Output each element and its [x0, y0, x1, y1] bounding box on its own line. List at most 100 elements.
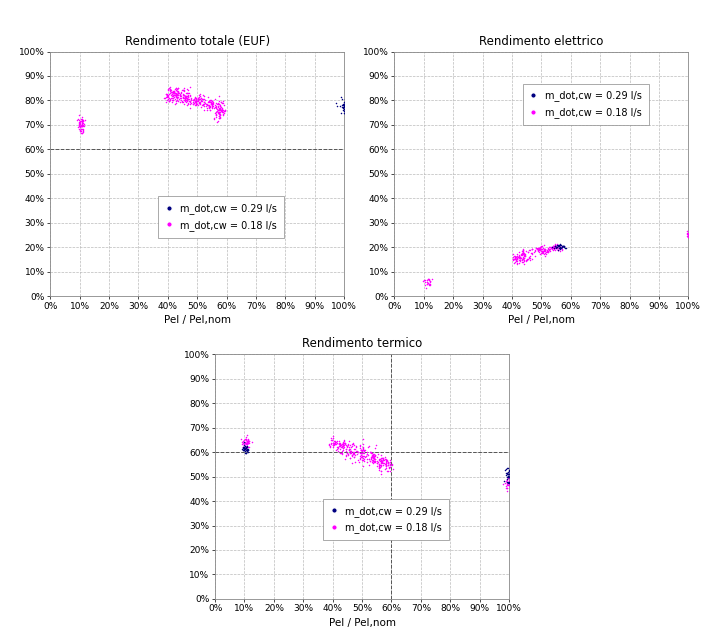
- Point: [76, 118, 87, 128]
- Point: [341, 441, 353, 451]
- Point: [327, 442, 338, 452]
- Point: [520, 251, 531, 261]
- Point: [171, 89, 183, 99]
- Point: [196, 95, 207, 105]
- Point: [182, 88, 194, 98]
- Point: [550, 240, 561, 251]
- Point: [337, 99, 348, 109]
- Point: [168, 88, 180, 99]
- Point: [241, 437, 252, 447]
- Point: [205, 99, 217, 109]
- Point: [212, 116, 224, 126]
- Point: [217, 105, 228, 115]
- Point: [214, 113, 225, 123]
- Point: [242, 435, 254, 446]
- Point: [539, 245, 551, 256]
- Point: [549, 241, 561, 251]
- Point: [371, 459, 383, 469]
- Point: [170, 83, 181, 93]
- Point: [384, 466, 396, 477]
- Point: [75, 128, 87, 138]
- Point: [358, 453, 369, 463]
- Point: [196, 102, 207, 112]
- Point: [368, 454, 379, 464]
- Point: [499, 478, 511, 488]
- Point: [554, 242, 565, 252]
- Point: [239, 444, 250, 455]
- Point: [418, 274, 429, 285]
- Point: [170, 90, 181, 100]
- Point: [214, 100, 226, 110]
- Point: [216, 99, 227, 109]
- Point: [554, 243, 566, 253]
- Point: [537, 243, 549, 254]
- Point: [196, 93, 207, 104]
- Point: [161, 89, 172, 99]
- Point: [681, 229, 693, 239]
- Point: [210, 108, 222, 118]
- Point: [177, 91, 189, 102]
- Point: [683, 232, 695, 242]
- Point: [240, 439, 252, 449]
- Point: [75, 121, 86, 131]
- Point: [506, 477, 518, 488]
- Point: [214, 111, 225, 121]
- Point: [185, 98, 196, 108]
- Point: [536, 246, 548, 256]
- Point: [160, 93, 171, 103]
- Point: [363, 442, 374, 452]
- Point: [368, 451, 379, 462]
- X-axis label: Pel / Pel,nom: Pel / Pel,nom: [508, 315, 575, 325]
- Point: [329, 437, 341, 448]
- Point: [535, 245, 546, 256]
- Point: [542, 246, 554, 256]
- Point: [240, 432, 252, 442]
- Point: [367, 451, 379, 462]
- Point: [214, 112, 226, 122]
- Point: [179, 91, 191, 102]
- Point: [333, 439, 344, 449]
- Point: [190, 94, 201, 104]
- Point: [237, 445, 249, 455]
- Point: [239, 442, 251, 452]
- Point: [354, 439, 366, 450]
- Point: [551, 240, 563, 251]
- Point: [240, 437, 252, 448]
- Point: [340, 454, 351, 464]
- Point: [502, 478, 513, 488]
- Point: [538, 244, 550, 254]
- Point: [239, 435, 251, 445]
- Point: [350, 446, 361, 457]
- Point: [536, 248, 547, 258]
- Point: [368, 451, 379, 461]
- Point: [354, 454, 366, 464]
- Point: [541, 247, 552, 257]
- Point: [187, 97, 199, 108]
- Point: [348, 447, 360, 457]
- Point: [180, 95, 191, 106]
- Point: [536, 242, 547, 252]
- Point: [166, 87, 178, 97]
- Point: [517, 245, 528, 255]
- Point: [551, 243, 563, 254]
- Point: [166, 93, 177, 103]
- Point: [194, 98, 206, 108]
- Point: [328, 440, 340, 450]
- Point: [166, 86, 177, 97]
- Point: [551, 239, 562, 249]
- Point: [179, 93, 190, 104]
- Point: [547, 245, 559, 255]
- Point: [347, 437, 358, 448]
- Point: [539, 245, 551, 255]
- Point: [215, 101, 227, 111]
- Point: [538, 240, 550, 250]
- Point: [326, 435, 338, 445]
- Point: [379, 451, 391, 462]
- Point: [546, 242, 558, 252]
- Point: [366, 451, 378, 462]
- Point: [368, 457, 379, 468]
- Point: [556, 243, 568, 254]
- Point: [523, 245, 535, 255]
- Point: [78, 120, 90, 131]
- Point: [377, 454, 389, 464]
